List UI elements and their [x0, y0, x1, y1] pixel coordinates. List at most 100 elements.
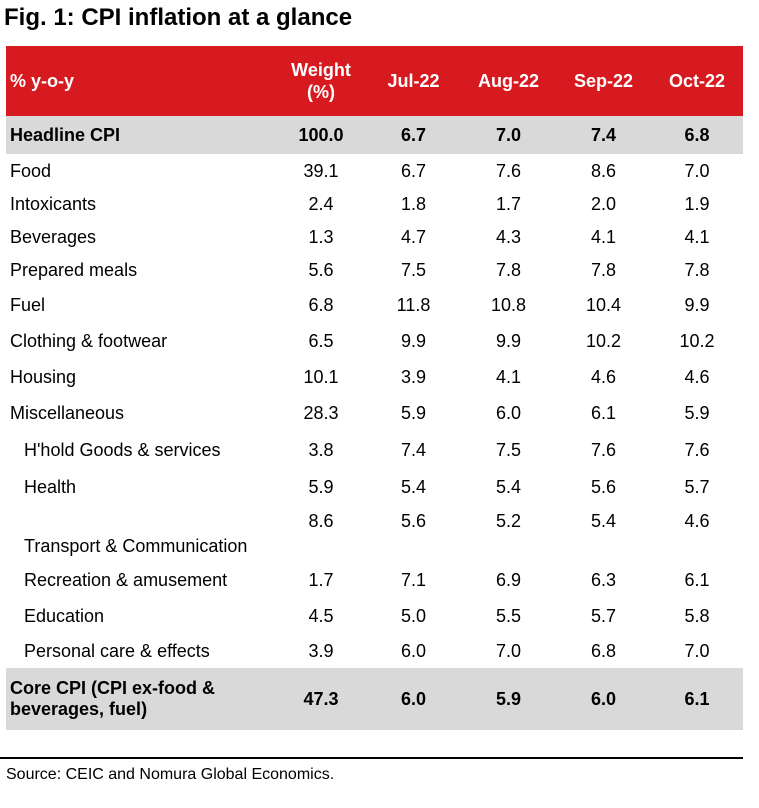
value-cell: 5.4	[590, 511, 617, 531]
row-label: Recreation & amusement	[24, 569, 228, 590]
value-cell: 5.9	[495, 688, 522, 709]
table-row: Core CPI (CPI ex-food & beverages, fuel)…	[6, 668, 743, 730]
table-row: Intoxicants 2.4 1.8 1.7 2.0 1.9	[6, 188, 743, 221]
value-cell: 6.8	[684, 124, 710, 145]
value-cell: 4.6	[590, 366, 617, 387]
value-cell: 6.1	[684, 688, 710, 709]
value-cell: 1.7	[495, 194, 522, 214]
table-row: Clothing & footwear 6.5 9.9 9.9 10.2 10.2	[6, 323, 743, 359]
value-cell: 7.5	[400, 260, 427, 280]
row-label: Transport & Communication	[24, 536, 248, 556]
weight-cell: 1.3	[308, 227, 334, 247]
table-row: Food 39.1 6.7 7.6 8.6 7.0	[6, 154, 743, 188]
header-col: Sep-22	[573, 71, 634, 91]
table-header: % y-o-y Weight (%) Jul-22 Aug-22 Sep-22 …	[6, 46, 743, 116]
value-cell: 6.7	[400, 160, 427, 181]
weight-cell: 3.8	[308, 439, 334, 460]
weight-cell: 5.6	[308, 260, 334, 280]
header-col: Jul-22	[387, 71, 440, 91]
table-row: Prepared meals 5.6 7.5 7.8 7.8 7.8	[6, 254, 743, 287]
value-cell: 5.0	[400, 606, 427, 626]
weight-cell: 10.1	[303, 366, 339, 387]
value-cell: 4.7	[400, 227, 427, 247]
weight-cell: 1.7	[308, 569, 334, 590]
row-label: Beverages	[10, 227, 97, 247]
value-cell: 7.0	[495, 640, 522, 661]
value-cell: 5.9	[684, 402, 710, 423]
value-cell: 7.0	[684, 640, 710, 661]
value-cell: 7.6	[684, 439, 710, 460]
table-row: Beverages 1.3 4.7 4.3 4.1 4.1	[6, 221, 743, 254]
value-cell: 6.7	[400, 124, 427, 145]
header-label: % y-o-y	[10, 71, 75, 91]
table-row: Recreation & amusement 1.7 7.1 6.9 6.3 6.1	[6, 561, 743, 599]
table-row: Headline CPI 100.0 6.7 7.0 7.4 6.8	[6, 116, 743, 154]
value-cell: 6.1	[684, 569, 710, 590]
value-cell: 6.0	[400, 640, 427, 661]
value-cell: 4.6	[684, 511, 710, 531]
value-cell: 7.6	[495, 160, 522, 181]
value-cell: 6.0	[590, 688, 617, 709]
value-cell: 5.6	[400, 511, 427, 531]
row-label: Education	[24, 606, 105, 626]
value-cell: 5.4	[495, 476, 522, 497]
value-cell: 6.3	[590, 569, 617, 590]
weight-cell: 4.5	[308, 606, 334, 626]
table-row: Housing 10.1 3.9 4.1 4.6 4.6	[6, 359, 743, 395]
value-cell: 7.5	[495, 439, 522, 460]
value-cell: 5.8	[684, 606, 710, 626]
value-cell: 1.9	[684, 194, 710, 214]
value-cell: 6.0	[400, 688, 427, 709]
weight-cell: 3.9	[308, 640, 334, 661]
row-label: Personal care & effects	[24, 640, 210, 661]
row-label: H'hold Goods & services	[24, 439, 221, 460]
value-cell: 5.9	[400, 402, 427, 423]
value-cell: 7.0	[684, 160, 710, 181]
value-cell: 7.8	[590, 260, 617, 280]
row-label: Housing	[10, 366, 77, 387]
table-row: Education 4.5 5.0 5.5 5.7 5.8	[6, 599, 743, 634]
header-weight: Weight (%)	[291, 60, 351, 102]
value-cell: 5.2	[495, 511, 522, 531]
table-row: Fuel 6.8 11.8 10.8 10.4 9.9	[6, 287, 743, 323]
value-cell: 4.1	[495, 366, 522, 387]
row-label: Clothing & footwear	[10, 330, 168, 351]
value-cell: 4.6	[684, 366, 710, 387]
value-cell: 7.4	[590, 124, 617, 145]
weight-cell: 6.5	[308, 330, 334, 351]
value-cell: 7.0	[495, 124, 522, 145]
bottom-rule	[0, 757, 743, 759]
value-cell: 11.8	[396, 294, 431, 315]
value-cell: 10.8	[490, 294, 527, 315]
value-cell: 8.6	[590, 160, 617, 181]
value-cell: 10.4	[585, 294, 622, 315]
weight-cell: 39.1	[303, 160, 339, 181]
value-cell: 10.2	[585, 330, 622, 351]
header-col: Aug-22	[477, 71, 539, 91]
cpi-table: % y-o-y Weight (%) Jul-22 Aug-22 Sep-22 …	[6, 46, 743, 730]
value-cell: 4.1	[684, 227, 710, 247]
value-cell: 6.8	[590, 640, 617, 661]
value-cell: 9.9	[400, 330, 427, 351]
table-row: Transport & Communication 8.6 5.6 5.2 5.4 4.6	[6, 505, 743, 561]
weight-cell: 5.9	[308, 476, 334, 497]
value-cell: 7.4	[400, 439, 427, 460]
table-row: H'hold Goods & services 3.8 7.4 7.5 7.6 7.6	[6, 431, 743, 469]
row-label: Intoxicants	[10, 194, 97, 214]
row-label: Health	[24, 476, 77, 497]
table-row: Health 5.9 5.4 5.4 5.6 5.7	[6, 469, 743, 505]
value-cell: 5.4	[400, 476, 427, 497]
source-note: Source: CEIC and Nomura Global Economics…	[6, 766, 335, 783]
value-cell: 7.1	[400, 569, 427, 590]
value-cell: 7.8	[495, 260, 522, 280]
row-label: Headline CPI	[10, 124, 121, 145]
value-cell: 3.9	[400, 366, 427, 387]
weight-cell: 2.4	[308, 194, 334, 214]
weight-cell: 6.8	[308, 294, 334, 315]
value-cell: 9.9	[495, 330, 522, 351]
value-cell: 6.1	[590, 402, 617, 423]
figure-title: Fig. 1: CPI inflation at a glance	[4, 4, 353, 31]
value-cell: 2.0	[590, 194, 617, 214]
row-label: Food	[10, 160, 52, 181]
header-col: Oct-22	[668, 71, 726, 91]
